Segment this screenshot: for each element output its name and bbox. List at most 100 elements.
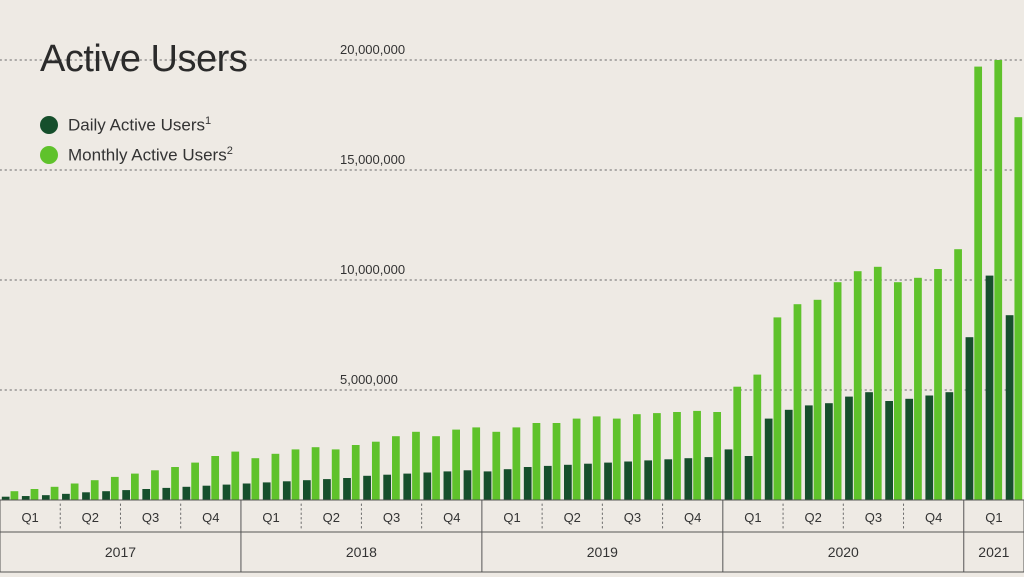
bar-dau [303,480,311,500]
bar-dau [765,419,773,500]
legend-item-dau: Daily Active Users1 [40,115,211,136]
bar-dau [805,405,813,500]
bar-mau [934,269,942,500]
legend-swatch-dau [40,116,58,134]
bar-mau [191,463,199,500]
bar-dau [986,276,994,500]
svg-text:15,000,000: 15,000,000 [340,152,405,167]
bar-mau [854,271,862,500]
legend-label-mau: Monthly Active Users2 [68,145,233,166]
bar-dau [82,492,90,500]
bar-mau [231,452,239,500]
bar-dau [423,473,431,501]
bar-mau [894,282,902,500]
bar-dau [725,449,733,500]
bar-dau [263,482,271,500]
bar-mau [954,249,962,500]
bar-mau [693,411,701,500]
bar-dau [845,397,853,500]
bar-dau [403,474,411,500]
bar-dau [62,494,70,500]
bar-mau [272,454,280,500]
axis-year-label: 2021 [978,544,1009,560]
bar-mau [51,487,59,500]
bar-dau [444,471,452,500]
bar-mau [91,480,99,500]
bar-dau [524,467,532,500]
bar-dau [42,495,50,500]
bar-dau [624,462,632,501]
bar-mau [914,278,922,500]
bar-dau [865,392,873,500]
bar-dau [162,488,170,500]
axis-quarter-label: Q1 [744,510,761,525]
bar-mau [492,432,500,500]
bar-mau [332,449,340,500]
axis-year-label: 2020 [828,544,859,560]
bar-dau [343,478,351,500]
svg-text:5,000,000: 5,000,000 [340,372,398,387]
axis-quarter-label: Q2 [82,510,99,525]
bar-dau [243,484,251,501]
axis-quarter-label: Q4 [925,510,942,525]
bar-dau [122,490,130,500]
bar-dau [203,486,211,500]
bar-mau [774,317,782,500]
bar-dau [223,485,231,500]
bar-dau [644,460,652,500]
bar-mau [412,432,420,500]
bar-mau [673,412,681,500]
bar-mau [31,489,39,500]
bar-mau [211,456,219,500]
axis-quarter-label: Q2 [564,510,581,525]
bar-dau [885,401,893,500]
bar-mau [11,491,19,500]
bar-mau [653,413,661,500]
bar-mau [713,412,721,500]
bar-dau [604,463,612,500]
active-users-chart: 5,000,000 10,000,000 15,000,000 20,000,000 Q… [0,0,1024,577]
legend-label-dau: Daily Active Users1 [68,115,211,136]
bar-mau [533,423,541,500]
bar-mau [372,442,380,500]
axis-quarter-label: Q1 [503,510,520,525]
bar-dau [142,489,150,500]
bar-mau [834,282,842,500]
bar-mau [1014,117,1022,500]
bar-dau [564,465,572,500]
bar-dau [484,471,492,500]
bar-mau [633,414,641,500]
bar-dau [785,410,793,500]
axis-quarter-label: Q4 [202,510,219,525]
bar-mau [994,60,1002,500]
bar-dau [363,476,371,500]
bar-mau [292,449,300,500]
svg-text:20,000,000: 20,000,000 [340,42,405,57]
bar-dau [684,458,692,500]
bar-mau [613,419,621,500]
bar-dau [945,392,953,500]
chart-container: 5,000,000 10,000,000 15,000,000 20,000,000 Q… [0,0,1024,577]
bar-dau [1006,315,1014,500]
axis-quarter-label: Q1 [985,510,1002,525]
bar-mau [814,300,822,500]
svg-text:10,000,000: 10,000,000 [340,262,405,277]
bar-dau [283,481,291,500]
bar-mau [352,445,360,500]
bar-mau [151,470,159,500]
bar-mau [794,304,802,500]
axis-quarter-label: Q4 [684,510,701,525]
bar-mau [974,67,982,500]
legend-item-mau: Monthly Active Users2 [40,145,233,166]
bar-dau [745,456,753,500]
chart-title: Active Users [40,38,247,81]
bar-mau [251,458,259,500]
axis-quarter-label: Q1 [21,510,38,525]
bar-dau [323,479,331,500]
bar-mau [512,427,520,500]
bar-mau [452,430,460,500]
axis-quarter-label: Q3 [624,510,641,525]
bar-dau [504,469,512,500]
bar-mau [593,416,601,500]
bar-mau [432,436,440,500]
